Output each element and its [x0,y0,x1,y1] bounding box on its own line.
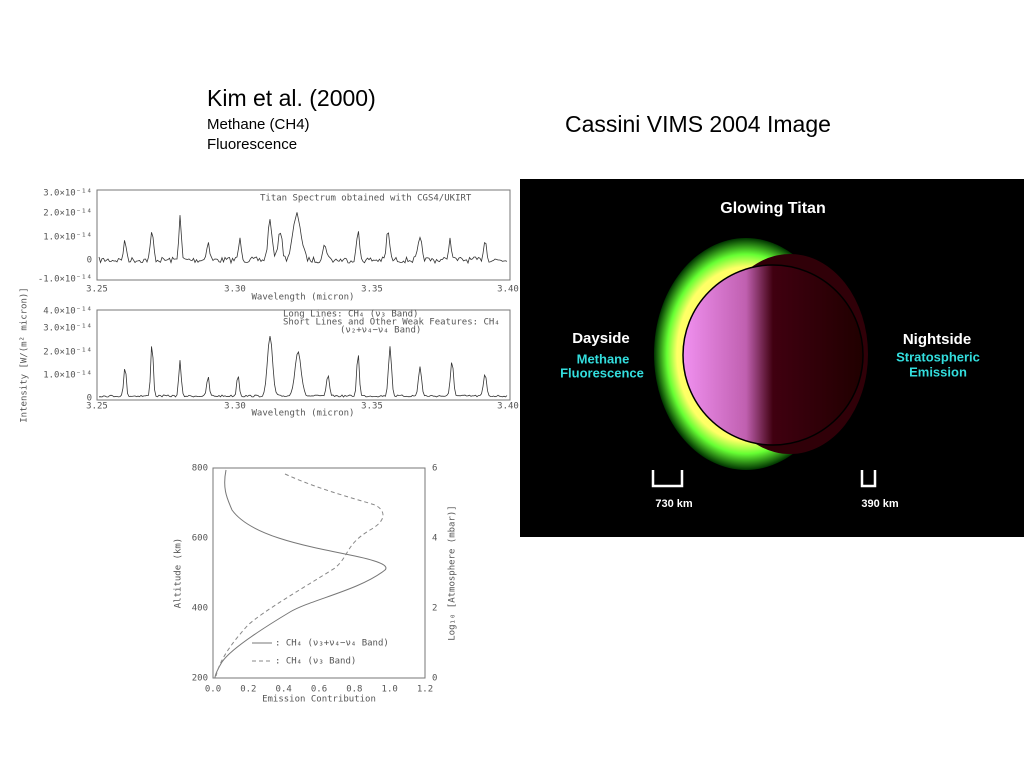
y-axis-label: Intensity [W/(m² micron)] [20,287,30,422]
plot-frame [96,309,511,401]
x-tick-label: 0.8 [346,685,362,695]
y2-tick-label: 6 [432,464,437,474]
heading: Cassini VIMS 2004 Image [565,111,831,137]
subheading: Methane (CH4) [207,116,310,133]
plot-frame [212,467,426,679]
legend-line: (ν₂+ν₄−ν₄ Band) [340,326,421,336]
x-tick-label: 0.4 [276,685,292,695]
y-tick-label: 200 [192,674,208,684]
spectrum-line [98,212,508,265]
x-tick-label: 3.40 [497,402,519,412]
solid-curve [214,469,387,679]
titan-image: Glowing Titan Dayside Methane Fluorescen… [520,179,1024,537]
x-tick-label: 3.40 [497,285,519,295]
x-tick-label: 3.25 [86,402,108,412]
legend-label: : CH₄ (ν₃+ν₄−ν₄ Band) [275,639,389,649]
label: Fluorescence [560,365,644,380]
scale-label: 730 km [655,498,693,510]
heading: Kim et al. (2000) [207,85,376,111]
dashed-curve [215,473,384,677]
x-tick-label: 3.30 [224,402,246,412]
y-tick-label: 0 [87,256,92,266]
y-tick-label: 4.0×10⁻¹⁴ [43,307,92,317]
y2-tick-label: 0 [432,674,437,684]
scale-bracket [651,470,684,488]
y-tick-label: 3.0×10⁻¹⁴ [43,324,92,334]
y-tick-label: 1.0×10⁻¹⁴ [43,233,92,243]
x-axis-label: Wavelength (micron) [252,293,355,303]
y-tick-label: -1.0×10⁻¹⁴ [38,275,92,285]
annotation: Titan Spectrum obtained with CGS4/UKIRT [260,194,472,204]
y2-axis-label: Log₁₀ [Atmosphere (mbar)] [448,505,458,640]
spectrum-top: Titan Spectrum obtained with CGS4/UKIRT … [38,189,519,303]
x-axis-label: Emission Contribution [262,695,376,705]
plot-frame [96,189,511,281]
legend-line: Short Lines and Other Weak Features: CH₄ [283,318,500,328]
y-tick-label: 1.0×10⁻¹⁴ [43,371,92,381]
x-tick-label: 3.35 [361,285,383,295]
label: Methane [577,351,630,366]
y2-tick-label: 2 [432,604,437,614]
y-tick-label: 3.0×10⁻¹⁴ [43,189,92,199]
y-tick-label: 0 [87,394,92,404]
y-tick-label: 400 [192,604,208,614]
x-tick-label: 3.35 [361,402,383,412]
profile-plot: 800 600 400 200 6 4 2 0 0.0 0.2 0.4 0.6 0.8 1… [174,464,458,705]
y2-tick-label: 4 [432,534,437,544]
x-tick-label: 0.0 [205,685,221,695]
label: Dayside [572,330,630,347]
scale-bracket [860,470,877,488]
x-axis-label: Wavelength (micron) [252,409,355,419]
x-tick-label: 3.25 [86,285,108,295]
y-axis-label: Altitude (km) [174,538,184,608]
label: Nightside [903,331,971,348]
spectrum-bottom: Long Lines: CH₄ (ν₃ Band) Short Lines an… [20,287,519,422]
legend-label: : CH₄ (ν₃ Band) [275,657,356,667]
label: Emission [909,364,967,379]
y-tick-label: 800 [192,464,208,474]
y-tick-label: 2.0×10⁻¹⁴ [43,348,92,358]
legend-line: Long Lines: CH₄ (ν₃ Band) [283,310,418,320]
y-tick-label: 600 [192,534,208,544]
x-tick-label: 0.2 [240,685,256,695]
y-tick-label: 2.0×10⁻¹⁴ [43,209,92,219]
spectrum-line [98,336,508,398]
x-tick-label: 0.6 [311,685,327,695]
x-ticks: 0.0 0.2 0.4 0.6 0.8 1.0 1.2 [205,685,433,695]
label: Stratospheric [896,349,980,364]
image-title: Glowing Titan [720,200,825,217]
subheading: Fluorescence [207,136,297,153]
x-tick-label: 3.30 [224,285,246,295]
x-tick-label: 1.2 [417,685,433,695]
scale-label: 390 km [861,498,899,510]
x-tick-label: 1.0 [382,685,398,695]
titan-disk [682,264,864,446]
